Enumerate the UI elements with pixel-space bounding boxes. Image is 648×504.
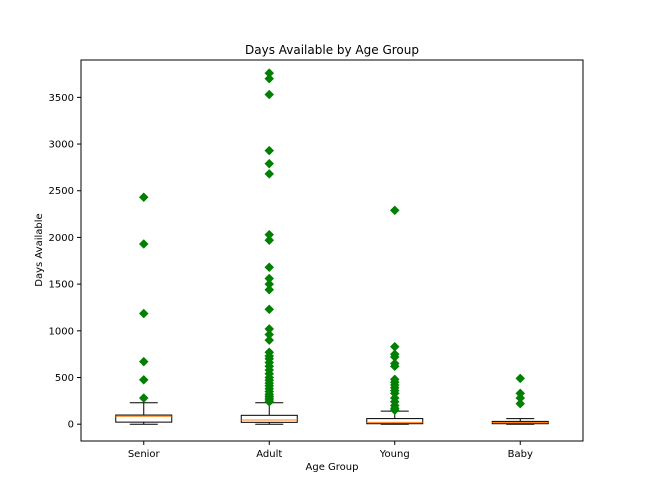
outlier-point: [138, 356, 149, 367]
outlier-point: [264, 284, 275, 295]
box-adult: [240, 68, 298, 425]
y-tick-label: 1500: [49, 280, 74, 291]
x-axis: Senior Adult Young Baby: [128, 441, 533, 460]
x-tick-label: Adult: [256, 449, 282, 460]
outlier-point: [389, 358, 400, 369]
chart-title: Days Available by Age Group: [245, 43, 419, 57]
y-tick-label: 2000: [49, 233, 74, 244]
y-tick-label: 1000: [49, 326, 74, 337]
outlier-point: [138, 239, 149, 249]
outlier-point: [264, 329, 275, 340]
y-tick-label: 500: [55, 373, 74, 384]
box-baby: [491, 373, 549, 425]
box-series: [115, 68, 549, 425]
outlier-point: [389, 349, 400, 360]
outlier-point: [138, 393, 149, 403]
y-tick-label: 0: [68, 420, 74, 431]
y-axis-label: Days Available: [34, 213, 45, 286]
box-young: [366, 205, 424, 425]
outlier-point: [138, 192, 149, 203]
x-axis-label: Age Group: [306, 462, 359, 473]
outlier-point: [264, 68, 275, 78]
outlier-point: [264, 158, 275, 169]
outlier-point: [264, 235, 275, 246]
x-tick-label: Young: [379, 449, 410, 460]
outlier-point: [138, 308, 149, 319]
outlier-point: [389, 341, 400, 352]
outlier-point: [389, 205, 400, 216]
outlier-point: [264, 304, 275, 315]
outlier-point: [138, 374, 149, 385]
outlier-point: [515, 398, 526, 409]
y-axis: 0 500 1000 1500 2000 2500 3000 3500: [49, 93, 81, 431]
x-tick-label: Senior: [128, 449, 161, 460]
outlier-point: [264, 335, 275, 346]
box-iqr: [240, 414, 298, 423]
outlier-point: [264, 89, 275, 100]
outlier-point: [264, 273, 275, 284]
box-senior: [115, 192, 173, 425]
y-tick-label: 2500: [49, 186, 74, 197]
outlier-point: [389, 374, 400, 385]
outlier-point: [264, 279, 275, 289]
y-tick-label: 3500: [49, 93, 74, 104]
outlier-point: [264, 262, 275, 273]
outlier-point: [264, 229, 275, 240]
box-iqr: [366, 418, 424, 425]
box-iqr: [115, 414, 173, 423]
outlier-point: [264, 169, 275, 179]
plot-area-frame: [80, 59, 584, 442]
x-tick-label: Baby: [508, 449, 533, 460]
outlier-point: [264, 145, 275, 156]
outlier-point: [264, 324, 275, 334]
outlier-point: [515, 388, 526, 399]
outlier-point: [264, 73, 275, 84]
outlier-point: [515, 373, 526, 384]
outlier-point: [264, 347, 275, 358]
y-tick-label: 3000: [49, 140, 74, 151]
